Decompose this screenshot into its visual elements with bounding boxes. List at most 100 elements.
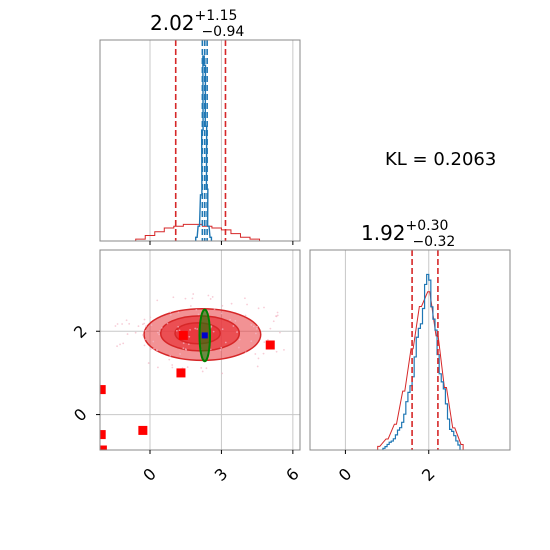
panel-x-marginal — [99, 39, 301, 245]
scatter-point — [189, 328, 191, 331]
scatter-point — [279, 331, 281, 334]
scatter-point — [244, 314, 247, 317]
scatter-point — [230, 302, 233, 305]
scatter-point — [149, 348, 152, 351]
scatter-point — [134, 331, 137, 334]
scatter-point — [221, 304, 224, 307]
scatter-point — [189, 305, 192, 307]
scatter-point — [119, 343, 121, 346]
scatter-point — [144, 329, 147, 332]
scatter-point — [157, 366, 159, 369]
scatter-point — [121, 323, 124, 325]
title-param-2-minus: −0.32 — [412, 234, 455, 250]
scatter-point — [194, 327, 197, 330]
prior-histogram-y — [377, 291, 464, 450]
scatter-point — [200, 367, 203, 369]
scatter-point — [160, 326, 163, 329]
scatter-point — [263, 306, 265, 309]
scatter-point — [126, 333, 129, 335]
scatter-point — [197, 313, 200, 316]
scatter-point — [236, 331, 238, 333]
scatter-point — [175, 329, 178, 332]
scatter-point — [196, 328, 199, 330]
scatter-point — [221, 328, 224, 331]
scatter-point — [211, 296, 214, 298]
scatter-point — [122, 342, 125, 345]
scatter-point — [158, 333, 160, 336]
scatter-point — [192, 293, 195, 295]
scatter-point — [156, 299, 159, 302]
scatter-point — [254, 353, 257, 355]
scatter-point — [212, 330, 215, 333]
scatter-point — [125, 319, 128, 322]
scatter-point — [207, 294, 210, 297]
scatter-point — [188, 335, 191, 338]
title-param-1-minus: −0.94 — [201, 24, 244, 40]
scatter-point — [169, 311, 172, 314]
scatter-point — [155, 348, 158, 351]
scatter-point — [272, 320, 275, 323]
y-tick-label: 0 — [70, 405, 91, 426]
scatter-point — [152, 340, 155, 343]
scatter-point — [168, 358, 171, 361]
scatter-point — [187, 343, 190, 346]
scatter-point — [177, 311, 180, 314]
scatter-point — [177, 325, 180, 328]
scatter-point — [267, 338, 269, 341]
scatter-point — [179, 353, 181, 355]
title-param-2: 1.92+0.30 −0.32 — [361, 218, 455, 250]
scatter-point — [143, 318, 146, 321]
marker-square — [176, 368, 186, 378]
title-param-1: 2.02+1.15 −0.94 — [150, 8, 244, 40]
scatter-point — [128, 322, 131, 325]
panel-joint: 0 3 6 0 2 — [70, 249, 303, 485]
scatter-point — [283, 348, 285, 351]
scatter-point — [276, 314, 279, 317]
scatter-point — [166, 322, 169, 325]
scatter-point — [224, 341, 227, 344]
scatter-point — [256, 365, 259, 368]
scatter-point — [147, 362, 150, 364]
scatter-point — [252, 325, 255, 328]
kl-annotation: KL = 0.2063 — [385, 149, 496, 170]
center-point — [201, 332, 208, 339]
x-tick-label: 0 — [335, 464, 356, 485]
posterior-histogram-y — [382, 273, 461, 450]
scatter-point — [156, 331, 159, 334]
scatter-point — [150, 324, 153, 326]
scatter-point — [158, 329, 161, 332]
scatter-point — [205, 367, 208, 370]
marker-square — [100, 385, 106, 395]
posterior-histogram-x — [195, 55, 213, 241]
scatter-point — [237, 346, 240, 349]
marker-square — [100, 430, 106, 440]
x-tick-label: 2 — [418, 464, 439, 485]
scatter-point — [254, 332, 257, 335]
scatter-point — [250, 340, 253, 343]
title-param-2-plus: +0.30 — [406, 218, 449, 234]
title-param-2-value: 1.92 — [361, 221, 406, 245]
y-tick-label: 2 — [70, 321, 91, 342]
scatter-point — [219, 349, 222, 351]
scatter-point — [250, 323, 253, 326]
scatter-point — [141, 334, 144, 336]
scatter-point — [144, 338, 147, 341]
scatter-point — [172, 296, 175, 299]
scatter-point — [143, 344, 146, 347]
x-tick-label: 6 — [282, 464, 303, 485]
scatter-point — [169, 313, 172, 316]
scatter-point — [243, 297, 246, 300]
marker-square — [265, 340, 275, 350]
x-tick-label: 3 — [211, 464, 232, 485]
scatter-point — [257, 357, 260, 360]
marker-square — [100, 445, 107, 450]
scatter-point — [141, 323, 144, 326]
scatter-point — [232, 325, 235, 327]
scatter-point — [213, 308, 216, 310]
scatter-point — [275, 350, 278, 353]
scatter-point — [178, 329, 181, 332]
scatter-point — [220, 346, 223, 349]
scatter-point — [186, 366, 189, 369]
scatter-point — [169, 354, 172, 357]
